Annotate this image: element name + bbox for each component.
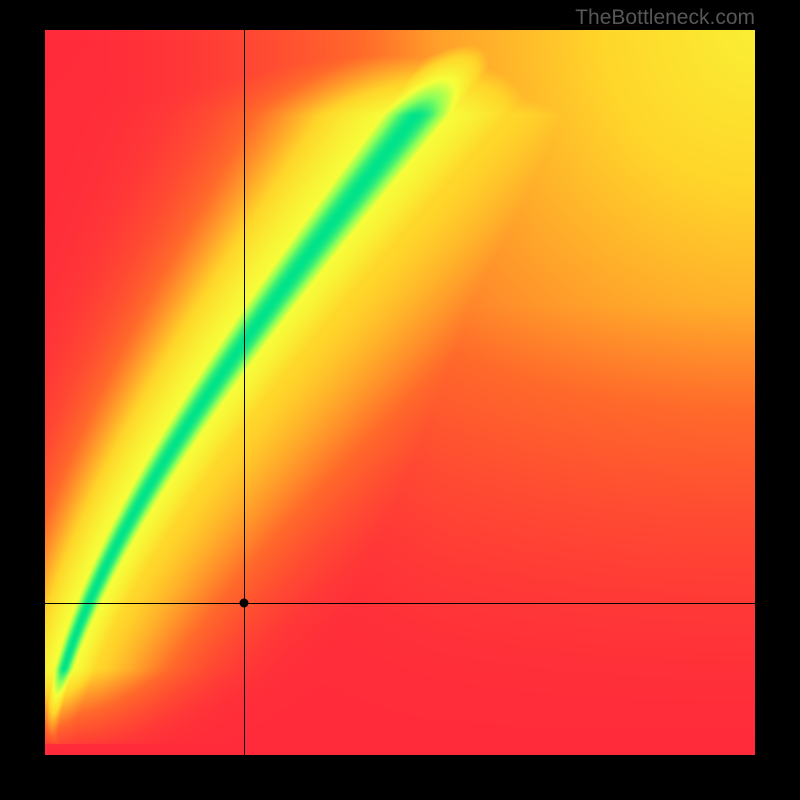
watermark-text: TheBottleneck.com: [575, 6, 755, 30]
heatmap-chart: [45, 30, 755, 755]
crosshair-vertical: [244, 30, 245, 755]
crosshair-horizontal: [45, 603, 755, 604]
crosshair-point: [239, 598, 248, 607]
heatmap-canvas: [45, 30, 755, 755]
